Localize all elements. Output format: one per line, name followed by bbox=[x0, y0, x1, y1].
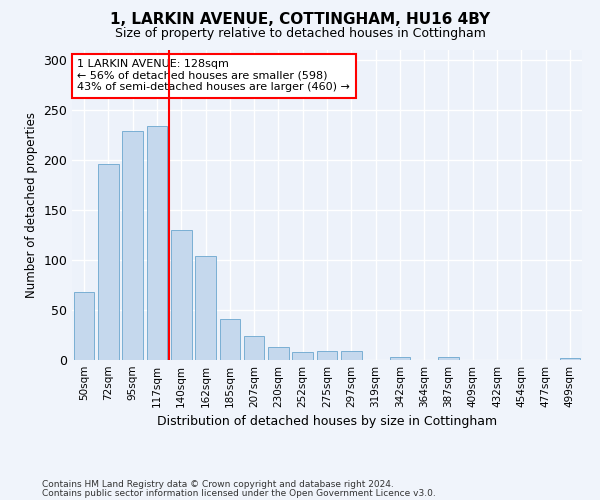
Bar bbox=[438, 357, 459, 360]
Bar bbox=[74, 292, 94, 360]
Bar bbox=[292, 352, 313, 360]
Text: Contains public sector information licensed under the Open Government Licence v3: Contains public sector information licen… bbox=[42, 488, 436, 498]
Bar bbox=[171, 230, 191, 360]
Bar bbox=[389, 357, 410, 360]
Y-axis label: Number of detached properties: Number of detached properties bbox=[25, 112, 38, 298]
Text: 1 LARKIN AVENUE: 128sqm
← 56% of detached houses are smaller (598)
43% of semi-d: 1 LARKIN AVENUE: 128sqm ← 56% of detache… bbox=[77, 60, 350, 92]
X-axis label: Distribution of detached houses by size in Cottingham: Distribution of detached houses by size … bbox=[157, 416, 497, 428]
Bar bbox=[341, 351, 362, 360]
Text: Contains HM Land Registry data © Crown copyright and database right 2024.: Contains HM Land Registry data © Crown c… bbox=[42, 480, 394, 489]
Bar bbox=[122, 131, 143, 360]
Bar bbox=[244, 336, 265, 360]
Text: 1, LARKIN AVENUE, COTTINGHAM, HU16 4BY: 1, LARKIN AVENUE, COTTINGHAM, HU16 4BY bbox=[110, 12, 490, 28]
Bar bbox=[268, 347, 289, 360]
Bar bbox=[146, 126, 167, 360]
Bar bbox=[560, 358, 580, 360]
Text: Size of property relative to detached houses in Cottingham: Size of property relative to detached ho… bbox=[115, 28, 485, 40]
Bar bbox=[195, 256, 216, 360]
Bar bbox=[98, 164, 119, 360]
Bar bbox=[317, 351, 337, 360]
Bar bbox=[220, 319, 240, 360]
